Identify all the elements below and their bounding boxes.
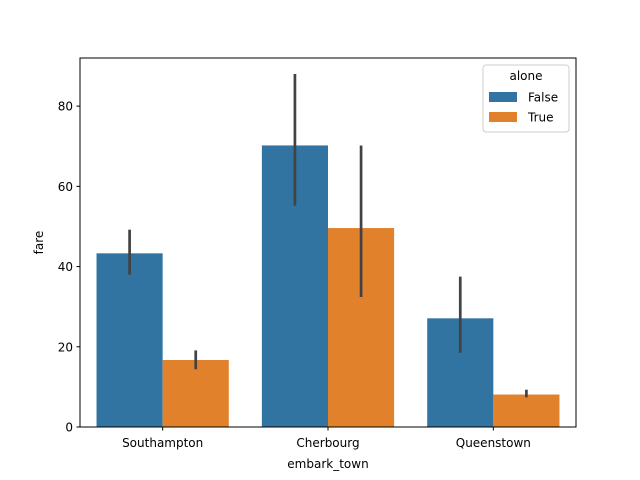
y-tick-label: 40 [58, 260, 73, 274]
bar-true-southampton [162, 360, 229, 427]
y-axis: 0 20 40 60 80 [58, 100, 80, 435]
y-tick-label: 60 [58, 180, 73, 194]
legend-swatch-true [489, 112, 517, 122]
x-tick-label-cherbourg: Cherbourg [296, 436, 359, 450]
legend-swatch-false [489, 92, 517, 102]
bars-layer [96, 145, 560, 427]
error-bars-layer [128, 74, 528, 398]
y-tick-label: 0 [65, 421, 73, 435]
x-axis-label: embark_town [287, 457, 368, 471]
bar-false-southampton [96, 253, 163, 427]
y-tick-label: 20 [58, 340, 73, 354]
x-tick-label-southampton: Southampton [122, 436, 203, 450]
y-tick-label: 80 [58, 100, 73, 114]
legend-label-false: False [528, 91, 558, 105]
x-axis: Southampton Cherbourg Queenstown [122, 427, 531, 450]
legend-title: alone [509, 69, 542, 83]
legend: alone False True [482, 64, 570, 133]
x-tick-label-queenstown: Queenstown [456, 436, 531, 450]
y-axis-label: fare [32, 231, 46, 255]
legend-label-true: True [527, 111, 554, 125]
bar-true-queenstown [493, 394, 560, 427]
